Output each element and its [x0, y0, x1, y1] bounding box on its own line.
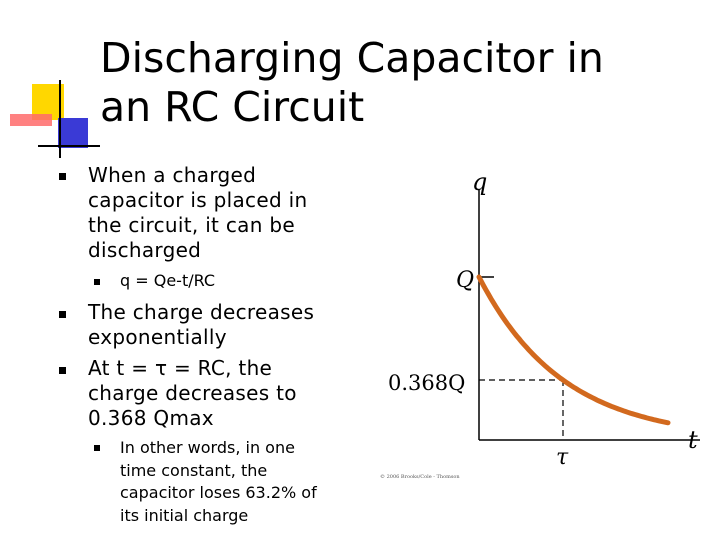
sub-bullet-line-3: capacitor loses 63.2% of [120, 483, 317, 502]
discharge-curve [476, 274, 671, 426]
bullet-1-line-1: When a charged [88, 163, 257, 187]
bullet-2-line-2: exponentially [88, 325, 227, 349]
x-tick-label-tau: τ [556, 445, 569, 470]
bullet-1-line-4: discharged [88, 238, 202, 262]
slide-title: Discharging Capacitor in an RC Circuit [100, 34, 700, 132]
sub-bullet-marker [94, 279, 100, 285]
copyright-text: © 2006 Brooks/Cole - Thomson [380, 473, 460, 480]
sub-bullet-line-4: its initial charge [120, 505, 249, 525]
bullet-item: When a charged capacitor is placed in th… [88, 163, 307, 263]
y-tick-label-q: Q [456, 268, 474, 293]
bullet-marker [59, 173, 66, 180]
sub-bullet-line-1: In other words, in one [120, 438, 295, 457]
bullet-1-line-2: capacitor is placed in [88, 188, 308, 212]
title-line-1: Discharging Capacitor in [100, 34, 604, 82]
bullet-list: When a charged capacitor is placed in th… [59, 163, 317, 527]
bullet-item: At t = τ = RC, the charge decreases to 0… [88, 356, 297, 431]
y-axis-label: q [472, 168, 487, 196]
y-tick-label-0368q: 0.368Q [388, 371, 465, 395]
title-ornament [10, 80, 100, 158]
formula-text: q = Qe-t/RC [120, 271, 216, 290]
bullet-2-line-1: The charge decreases [88, 300, 315, 324]
sub-bullet-marker [94, 445, 100, 451]
bullet-1-line-3: the circuit, it can be [88, 213, 295, 237]
sub-bullet-item: In other words, in one time constant, th… [120, 437, 317, 527]
bullet-3-line-1: At t = τ = RC, the [88, 356, 273, 380]
bullet-marker [59, 311, 66, 318]
discharge-graph: q t Q 0.368Q τ © 2006 Brooks/Cole - Thom… [380, 168, 700, 480]
title-line-2: an RC Circuit [100, 83, 365, 131]
bullet-marker [59, 367, 66, 374]
formula-item: q = Qe-t/RC [120, 270, 215, 292]
bullet-item: The charge decreases exponentially [88, 300, 314, 350]
sub-bullet-line-2: time constant, the [120, 460, 268, 480]
bullet-3-line-2: charge decreases to [88, 381, 297, 405]
ornament-red-bar [10, 114, 52, 126]
bullet-3-line-3: 0.368 Qmax [88, 406, 214, 430]
x-axis-label: t [688, 426, 698, 454]
ornament-blue-square [58, 118, 88, 148]
